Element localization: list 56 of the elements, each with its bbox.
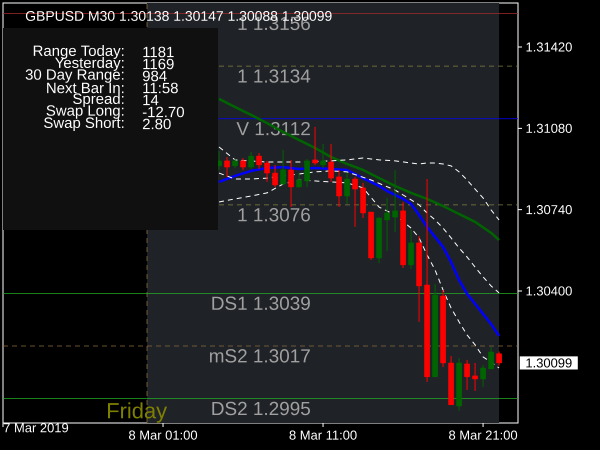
candlestick [264,160,270,182]
candlestick [472,362,478,392]
candlestick [408,229,414,270]
annotation: 1181 [143,46,174,58]
candlestick [272,164,278,188]
annotation: Yesterday: [55,57,124,71]
ref-line-label: 1 1.3134 [238,69,310,83]
annotation: -12.70 [142,106,184,118]
candlestick [496,350,502,366]
text: 7 Mar 2019 [4,423,68,432]
ref-line-label: DS2 1.2995 [212,402,310,416]
candlestick [304,158,310,188]
candlestick [312,126,318,166]
annotation: Swap Long: [46,105,124,119]
annotation: Range Today: [34,45,124,59]
candlestick [240,157,246,170]
candlestick [320,143,326,169]
ref-line-label: 1 1.3076 [238,208,310,222]
candlestick [224,156,230,178]
y-tick-label: 1.30740 [526,205,572,214]
x-tick-label: 8 Mar 01:00 [129,430,198,440]
candlestick [352,176,358,228]
x-tick-label: 8 Mar 11:00 [290,430,357,440]
line-series [218,146,500,220]
annotation: 14 [143,94,158,106]
candlestick [392,169,398,232]
candlestick [336,169,342,208]
candlestick [288,159,294,208]
annotation: 1169 [143,58,174,70]
y-tick-label: 1.31420 [526,42,572,52]
candlestick [480,364,486,388]
ref-line-label: mS2 1.3017 [210,349,310,363]
candlestick [384,197,390,252]
y-tick-label: 1.30400 [526,286,572,296]
candlestick [232,158,238,169]
candlestick [328,143,334,182]
annotation: 984 [142,70,167,82]
candlestick [256,152,262,170]
text: 1.30099 [526,358,572,368]
annotation: Next Bar In: [47,82,124,94]
candlestick [248,152,254,170]
line-series [218,98,500,242]
candlestick [296,172,302,188]
annotation: Spread: [73,93,124,107]
ref-line-label: DS1 1.3039 [212,296,310,310]
x-tick-label: 8 Mar 21:00 [449,430,518,440]
y-tick-label: 1.31080 [526,124,572,133]
annotation: 2.80 [142,118,171,130]
annotation: 11:58 [143,82,178,94]
annotation: 30 Day Range: [26,69,124,83]
candlestick [464,359,470,390]
candlestick [488,346,494,370]
candlestick [344,172,350,204]
annotation: Swap Short: [44,117,124,131]
candlestick [280,149,286,186]
annotation: Friday [108,402,168,423]
